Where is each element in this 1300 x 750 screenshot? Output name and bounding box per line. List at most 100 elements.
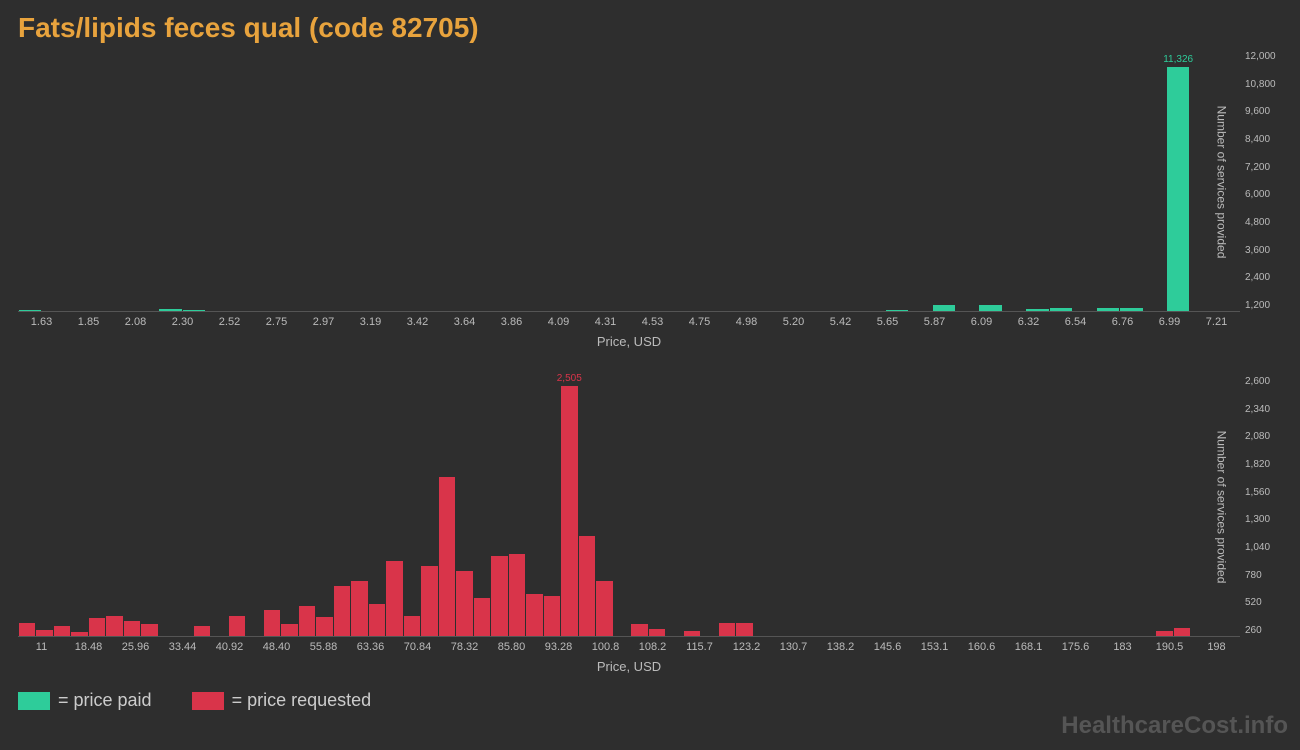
x-tick: 5.42 — [817, 316, 864, 328]
legend-item-requested: = price requested — [192, 690, 372, 711]
y-tick: 3,600 — [1245, 246, 1290, 256]
x-tick: 3.19 — [347, 316, 394, 328]
chart-paid-x-ticks: 1.631.852.082.302.522.752.973.193.423.64… — [18, 316, 1240, 328]
legend-swatch-requested — [192, 692, 224, 710]
x-tick: 2.52 — [206, 316, 253, 328]
bar-max-label: 11,326 — [1163, 54, 1193, 65]
bar — [491, 556, 508, 636]
bar — [1026, 309, 1048, 311]
x-tick: 4.31 — [582, 316, 629, 328]
bar — [1097, 308, 1119, 311]
bar — [183, 310, 205, 312]
x-tick: 4.75 — [676, 316, 723, 328]
bar — [684, 631, 701, 636]
y-tick: 2,080 — [1245, 432, 1290, 442]
x-tick: 1.63 — [18, 316, 65, 328]
bar — [439, 477, 456, 636]
chart-paid-y-ticks: 1,2002,4003,6004,8006,0007,2008,4009,600… — [1245, 52, 1290, 311]
y-tick: 8,400 — [1245, 135, 1290, 145]
x-tick: 2.30 — [159, 316, 206, 328]
x-tick: 6.09 — [958, 316, 1005, 328]
page-title: Fats/lipids feces qual (code 82705) — [0, 0, 1300, 52]
bar — [1156, 631, 1173, 636]
y-tick: 6,000 — [1245, 190, 1290, 200]
bar — [71, 632, 88, 636]
x-tick: 4.09 — [535, 316, 582, 328]
x-tick: 70.84 — [394, 641, 441, 653]
x-tick: 2.97 — [300, 316, 347, 328]
x-tick: 40.92 — [206, 641, 253, 653]
x-tick: 6.32 — [1005, 316, 1052, 328]
bar — [1050, 308, 1072, 311]
legend-label-paid: = price paid — [58, 690, 152, 711]
x-tick: 6.54 — [1052, 316, 1099, 328]
x-tick: 25.96 — [112, 641, 159, 653]
bar — [649, 629, 666, 636]
bar: 11,326 — [1167, 67, 1189, 311]
chart-requested-y-ticks: 2605207801,0401,3001,5601,8202,0802,3402… — [1245, 377, 1290, 636]
bar — [316, 617, 333, 636]
x-tick: 18.48 — [65, 641, 112, 653]
chart-paid-bars: 11,326 — [18, 52, 1190, 311]
bar — [229, 616, 246, 636]
bar — [421, 566, 438, 636]
bar — [579, 536, 596, 636]
x-tick: 6.99 — [1146, 316, 1193, 328]
x-tick: 48.40 — [253, 641, 300, 653]
bar — [89, 618, 106, 636]
y-tick: 520 — [1245, 598, 1290, 608]
x-tick: 33.44 — [159, 641, 206, 653]
legend-label-requested: = price requested — [232, 690, 372, 711]
x-tick: 11 — [18, 641, 65, 653]
bar — [54, 626, 71, 636]
bar — [404, 616, 421, 636]
y-tick: 1,040 — [1245, 543, 1290, 553]
legend-swatch-paid — [18, 692, 50, 710]
y-tick: 7,200 — [1245, 163, 1290, 173]
x-tick: 130.7 — [770, 641, 817, 653]
y-tick: 1,820 — [1245, 460, 1290, 470]
y-tick: 780 — [1245, 571, 1290, 581]
x-tick: 160.6 — [958, 641, 1005, 653]
x-tick: 168.1 — [1005, 641, 1052, 653]
x-tick: 100.8 — [582, 641, 629, 653]
chart-requested: 2,505 2605207801,0401,3001,5601,8202,080… — [18, 377, 1240, 637]
x-tick: 3.64 — [441, 316, 488, 328]
x-tick: 1.85 — [65, 316, 112, 328]
chart-requested-y-label: Number of services provided — [1215, 430, 1229, 583]
bar — [526, 594, 543, 636]
y-tick: 260 — [1245, 626, 1290, 636]
x-tick: 175.6 — [1052, 641, 1099, 653]
bar — [106, 616, 123, 636]
x-tick: 5.87 — [911, 316, 958, 328]
bar — [631, 624, 648, 636]
x-tick: 85.80 — [488, 641, 535, 653]
y-tick: 1,300 — [1245, 515, 1290, 525]
bar — [544, 596, 561, 636]
bar: 2,505 — [561, 386, 578, 636]
bar — [334, 586, 351, 636]
bar — [299, 606, 316, 636]
x-tick: 153.1 — [911, 641, 958, 653]
y-tick: 9,600 — [1245, 107, 1290, 117]
x-tick: 63.36 — [347, 641, 394, 653]
x-tick: 138.2 — [817, 641, 864, 653]
chart-paid: 11,326 1,2002,4003,6004,8006,0007,2008,4… — [18, 52, 1240, 312]
bar — [1174, 628, 1191, 636]
x-tick: 145.6 — [864, 641, 911, 653]
bar — [124, 621, 141, 636]
bar — [736, 623, 753, 636]
bar — [509, 554, 526, 636]
bar — [719, 623, 736, 636]
x-tick: 5.65 — [864, 316, 911, 328]
x-tick: 7.21 — [1193, 316, 1240, 328]
chart-paid-area: 11,326 1,2002,4003,6004,8006,0007,2008,4… — [18, 52, 1240, 349]
x-tick: 108.2 — [629, 641, 676, 653]
chart-requested-x-label: Price, USD — [18, 659, 1240, 674]
chart-requested-bars: 2,505 — [18, 377, 1190, 636]
y-tick: 12,000 — [1245, 52, 1290, 62]
chart-requested-area: 2,505 2605207801,0401,3001,5601,8202,080… — [18, 377, 1240, 674]
bar — [369, 604, 386, 636]
bar — [19, 623, 36, 636]
y-tick: 2,340 — [1245, 405, 1290, 415]
